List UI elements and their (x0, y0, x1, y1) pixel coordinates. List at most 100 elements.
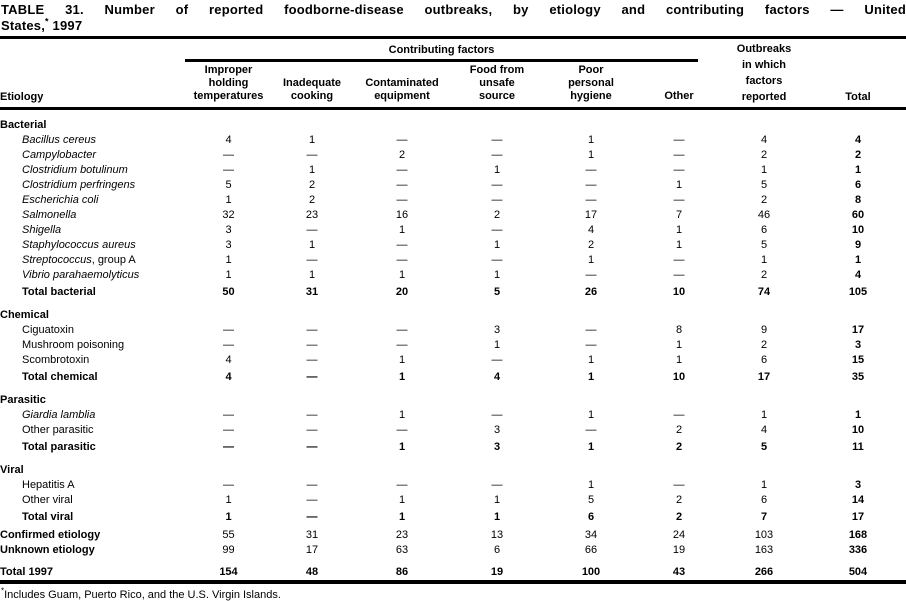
table-row: Ciguatoxin — — — 3 — 8 9 17 (0, 323, 906, 338)
cell-total: 15 (851, 353, 865, 366)
cell-food_from_unsafe_source: 1 (493, 238, 501, 251)
row-label: Campylobacter (0, 148, 185, 163)
table-row: Salmonella 32 23 16 2 17 7 46 60 (0, 208, 906, 223)
cell-total: 4 (854, 268, 862, 281)
table-row: Campylobacter — — 2 — 1 — 2 2 (0, 148, 906, 163)
cell-outbreaks_factors_reported: 46 (757, 208, 771, 221)
cell-outbreaks_factors_reported: 17 (757, 370, 771, 383)
cell-total: 60 (851, 208, 865, 221)
cell-improper_holding_temperatures: — (223, 478, 234, 491)
cell-poor_personal_hygiene: 1 (587, 133, 595, 146)
cell-poor_personal_hygiene: 1 (587, 440, 595, 453)
label-text: Mushroom poisoning (22, 338, 125, 351)
section-header-row: Parasitic (0, 385, 906, 408)
cell-improper_holding_temperatures: — (223, 423, 234, 436)
cell-improper_holding_temperatures: 55 (222, 528, 235, 541)
cell-outbreaks_factors_reported: 4 (760, 423, 768, 436)
cell-contaminated_equipment: — (396, 323, 408, 336)
row-label: Parasitic (0, 385, 906, 408)
species-name: Clostridium perfringens (22, 178, 136, 191)
cell-poor_personal_hygiene: — (585, 268, 597, 281)
cell-total: 4 (854, 133, 862, 146)
cell-improper_holding_temperatures: 1 (225, 493, 232, 506)
cell-other: 2 (675, 440, 683, 453)
section-total-row: Total chemical 4 — 1 4 1 10 17 35 (0, 368, 906, 385)
cell-contaminated_equipment: 1 (398, 408, 406, 421)
cell-contaminated_equipment: — (396, 238, 408, 251)
table-row: Streptococcus, group A 1 — — — 1 — 1 1 (0, 253, 906, 268)
cell-food_from_unsafe_source: — (491, 253, 503, 266)
cell-food_from_unsafe_source: — (491, 133, 503, 146)
summary-row: Unknown etiology 99 17 63 6 66 19 163 336 (0, 543, 906, 558)
label-text: Other parasitic (22, 423, 94, 436)
cell-poor_personal_hygiene: 1 (587, 148, 595, 161)
cell-other: 10 (672, 285, 686, 298)
cell-inadequate_cooking: 2 (308, 193, 316, 206)
cell-total: 1 (854, 253, 862, 266)
cell-total: 17 (851, 323, 865, 336)
column-header-total: Total (845, 90, 871, 103)
cell-outbreaks_factors_reported: 5 (760, 440, 768, 453)
section-total-row: Total parasitic — — 1 3 1 2 5 11 (0, 438, 906, 455)
cell-improper_holding_temperatures: — (223, 323, 234, 336)
cell-improper_holding_temperatures: 3 (225, 223, 232, 236)
cell-inadequate_cooking: — (306, 510, 318, 523)
column-header-improper-holding-temperatures: Improper holding temperatures (193, 63, 264, 102)
cell-other: — (673, 478, 685, 491)
table-title-year: 1997 (52, 18, 83, 33)
cell-improper_holding_temperatures: — (223, 338, 234, 351)
cell-improper_holding_temperatures: 1 (225, 193, 232, 206)
section-header-row: Viral (0, 455, 906, 478)
cell-contaminated_equipment: 20 (395, 285, 409, 298)
table-row: Bacillus cereus 4 1 — — 1 — 4 4 (0, 133, 906, 148)
cell-contaminated_equipment: — (396, 253, 408, 266)
cell-other: 10 (672, 370, 686, 383)
cell-total: 3 (854, 338, 862, 351)
cell-outbreaks_factors_reported: 7 (760, 510, 768, 523)
cell-improper_holding_temperatures: 1 (225, 253, 232, 266)
cell-food_from_unsafe_source: 19 (490, 565, 504, 578)
table-row: Clostridium perfringens 5 2 — — — 1 5 6 (0, 178, 906, 193)
table-row: Escherichia coli 1 2 — — — — 2 8 (0, 193, 906, 208)
cell-total: 9 (854, 238, 862, 251)
cell-inadequate_cooking: 1 (308, 163, 316, 176)
cell-food_from_unsafe_source: 1 (493, 163, 501, 176)
cell-improper_holding_temperatures: 4 (225, 370, 232, 383)
cell-other: — (673, 253, 685, 266)
table-row: Mushroom poisoning — — — 1 — 1 2 3 (0, 338, 906, 353)
cell-other: 19 (672, 543, 686, 556)
cell-inadequate_cooking: 1 (308, 133, 316, 146)
cell-total: 14 (851, 493, 865, 506)
row-label: Vibrio parahaemolyticus (0, 268, 185, 283)
cell-other: 1 (675, 338, 683, 351)
label-text: , group A (91, 253, 136, 266)
cell-inadequate_cooking: 23 (305, 208, 319, 221)
species-name: Giardia lamblia (22, 408, 96, 421)
cell-poor_personal_hygiene: 66 (584, 543, 598, 556)
cell-contaminated_equipment: — (396, 193, 408, 206)
cell-outbreaks_factors_reported: 2 (760, 268, 768, 281)
label-text: Chemical (0, 308, 49, 321)
cell-total: 504 (848, 565, 868, 578)
row-label: Clostridium botulinum (0, 163, 185, 178)
label-text: Other viral (22, 493, 73, 506)
cell-inadequate_cooking: — (306, 148, 318, 161)
section-header-row: Chemical (0, 300, 906, 323)
cell-other: — (673, 408, 685, 421)
cell-total: 6 (854, 178, 862, 191)
species-name: Staphylococcus aureus (22, 238, 136, 251)
cell-poor_personal_hygiene: 1 (587, 478, 595, 491)
cell-outbreaks_factors_reported: 266 (754, 565, 774, 578)
cell-outbreaks_factors_reported: 1 (760, 253, 768, 266)
header-row-spanner: Etiology Contributing factors Outbreaks … (0, 38, 906, 103)
cell-poor_personal_hygiene: 2 (587, 238, 595, 251)
species-name: Streptococcus (22, 253, 92, 266)
cell-food_from_unsafe_source: — (491, 478, 503, 491)
row-label: Bacterial (0, 108, 906, 133)
cell-outbreaks_factors_reported: 9 (760, 323, 768, 336)
species-name: Vibrio parahaemolyticus (22, 268, 140, 281)
cell-total: 168 (848, 528, 868, 541)
cell-total: 8 (854, 193, 862, 206)
cell-inadequate_cooking: — (306, 253, 318, 266)
cell-food_from_unsafe_source: 3 (493, 440, 501, 453)
